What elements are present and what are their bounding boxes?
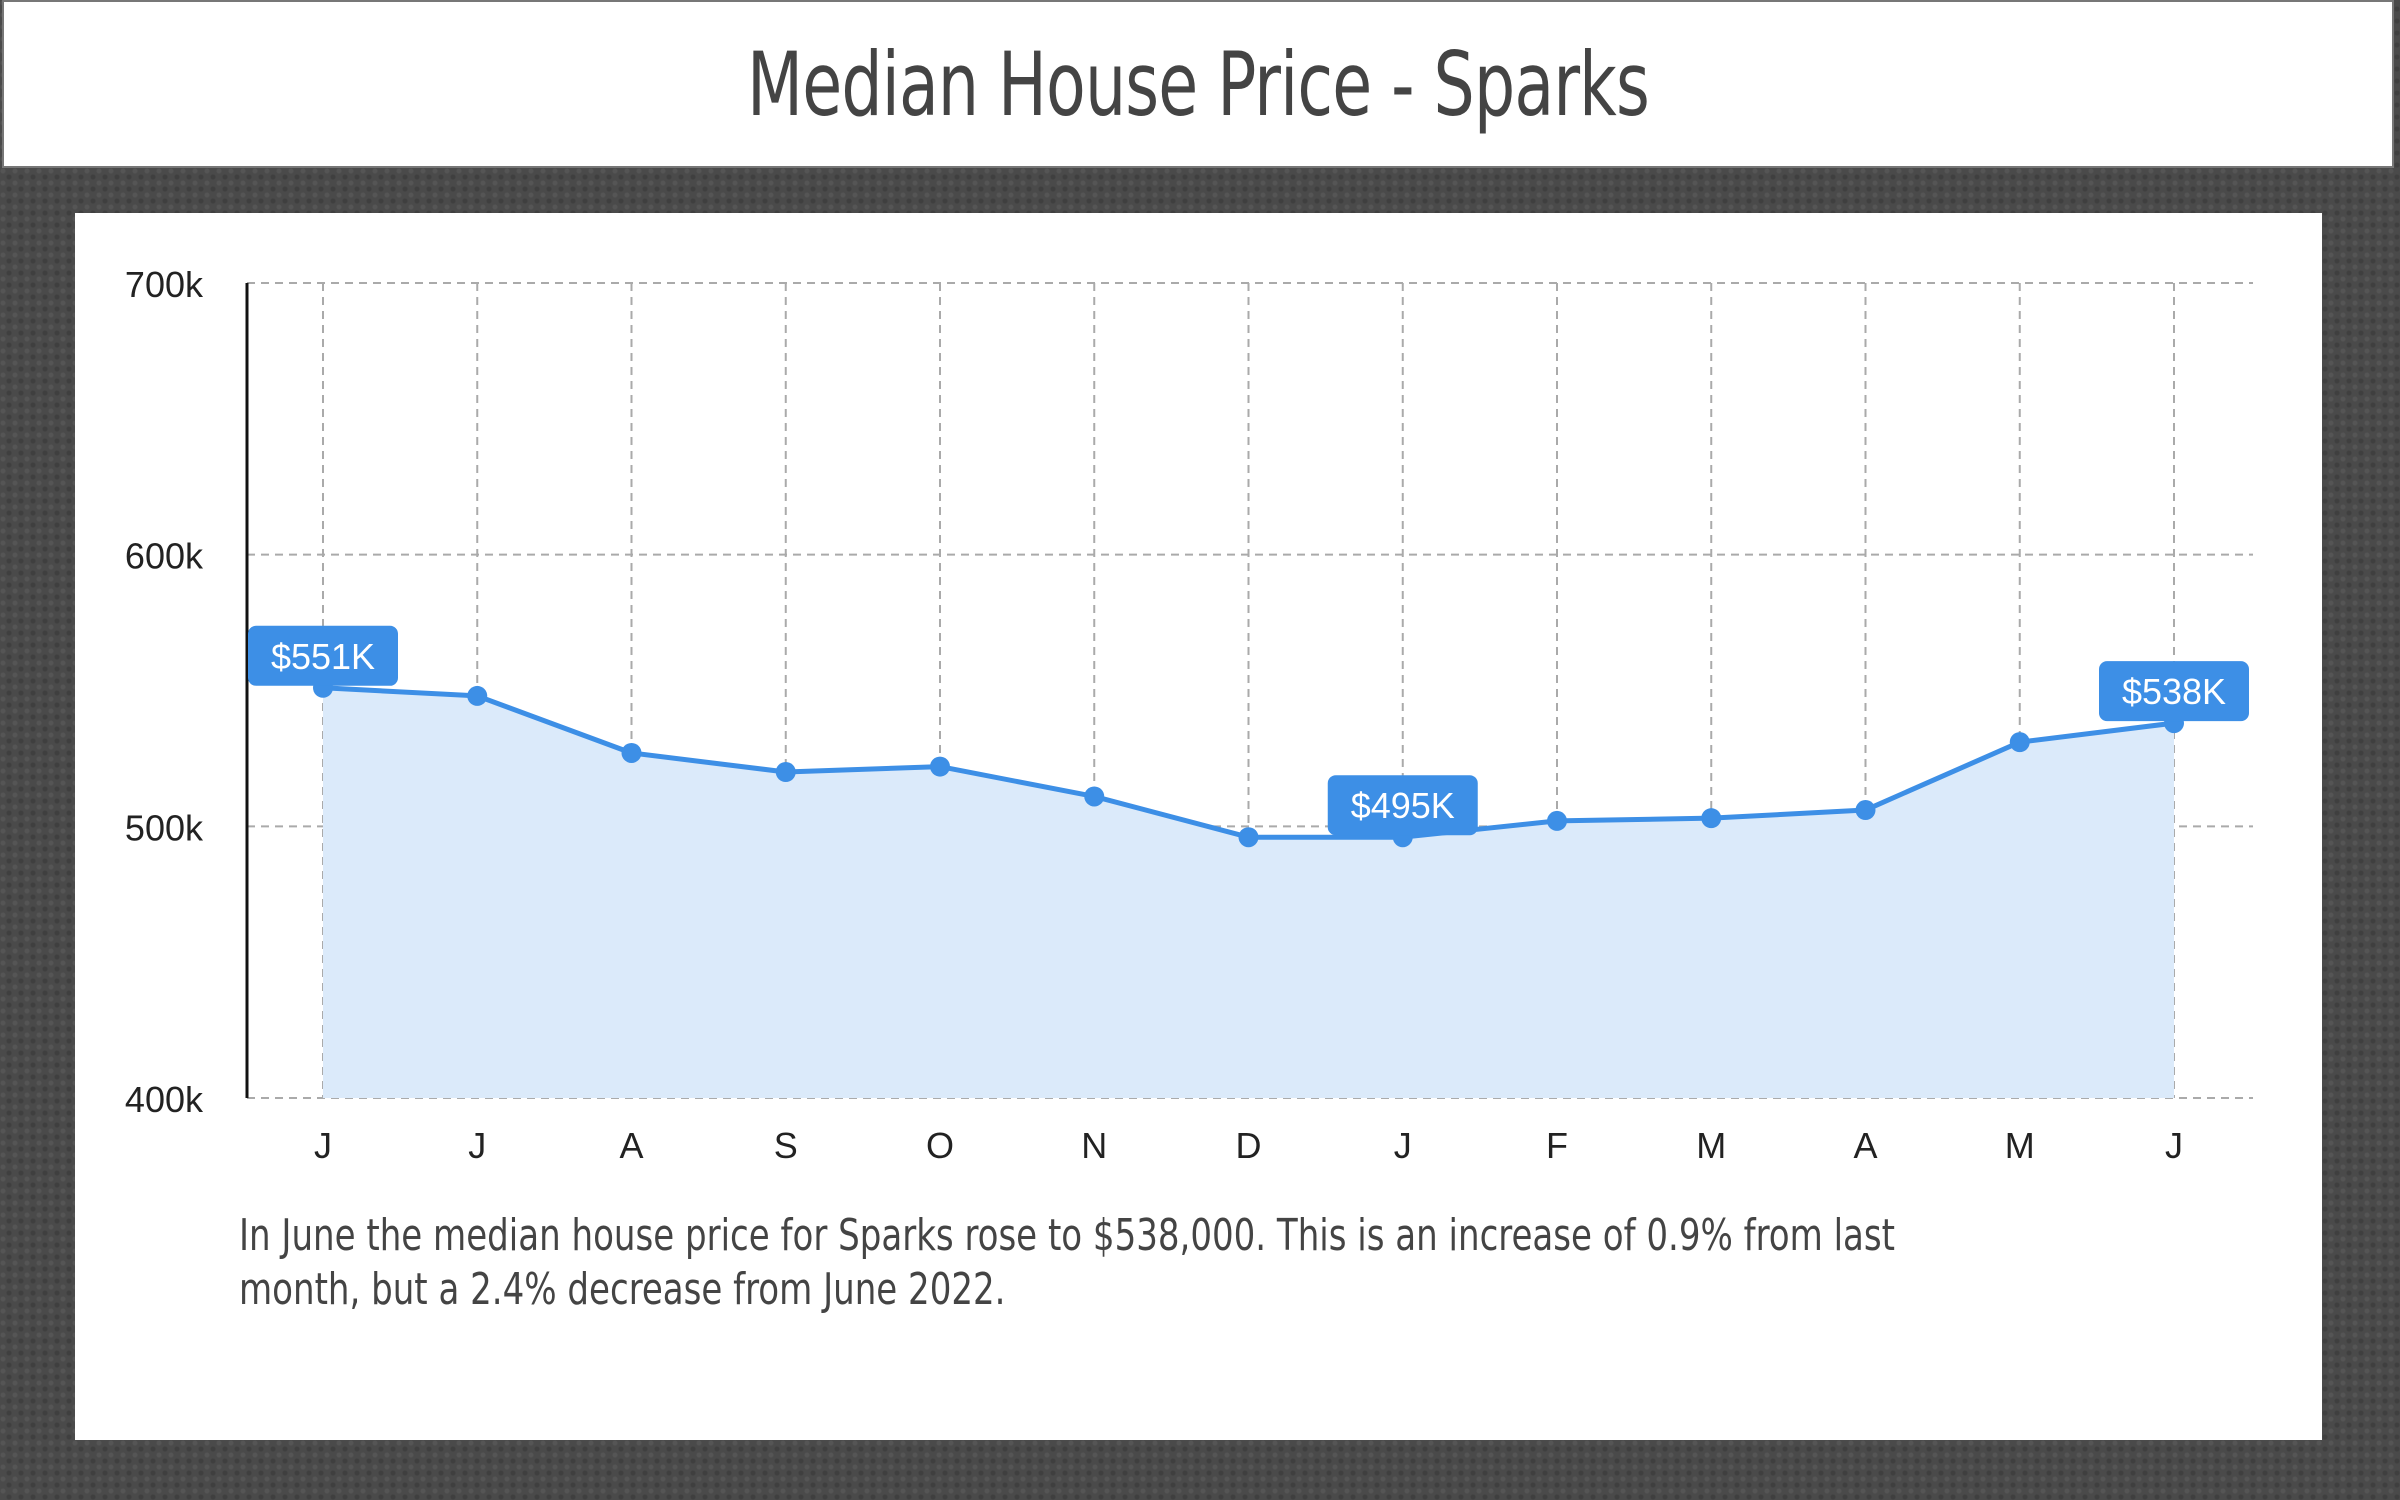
x-tick-label: F xyxy=(1546,1125,1568,1166)
summary-text: In June the median house price for Spark… xyxy=(239,1210,1895,1315)
data-point xyxy=(1084,786,1105,807)
x-tick-label: J xyxy=(314,1125,332,1166)
chart-title: Median House Price - Sparks xyxy=(747,32,1650,136)
x-tick-label: M xyxy=(2005,1125,2035,1166)
x-tick-label: J xyxy=(468,1125,486,1166)
x-tick-label: A xyxy=(1853,1125,1877,1166)
chart-card: 400k 500k 600k 700k J J A S O N D J F M A M J $551K $495K $… xyxy=(75,213,2322,1440)
y-tick-label: 400k xyxy=(125,1079,204,1120)
data-point xyxy=(1547,810,1567,831)
x-tick-label: M xyxy=(1696,1125,1726,1166)
x-tick-label: A xyxy=(619,1125,643,1166)
data-point xyxy=(1701,808,1722,829)
y-tick-label: 500k xyxy=(125,807,204,848)
data-label-text: $538K xyxy=(2122,671,2226,712)
y-tick-label: 600k xyxy=(125,536,204,577)
title-banner: Median House Price - Sparks xyxy=(2,0,2394,168)
x-tick-label: N xyxy=(1081,1125,1107,1166)
data-point xyxy=(2009,732,2030,753)
data-label-bg xyxy=(248,625,398,686)
x-tick-label: J xyxy=(1394,1125,1412,1166)
data-label-bg xyxy=(2099,661,2249,722)
data-label-bg xyxy=(1327,775,1478,836)
data-label: $495K xyxy=(1327,775,1478,836)
data-point xyxy=(1855,800,1876,821)
data-point xyxy=(621,742,642,763)
x-tick-label: O xyxy=(926,1125,954,1166)
data-label-text: $551K xyxy=(271,636,375,677)
data-point xyxy=(467,685,488,706)
data-point xyxy=(930,756,950,777)
x-tick-label: J xyxy=(2165,1125,2183,1166)
series-area xyxy=(323,687,2174,1098)
data-label-text: $495K xyxy=(1351,785,1455,826)
x-tick-label: D xyxy=(1236,1125,1262,1166)
x-tick-label: S xyxy=(774,1125,798,1166)
data-point xyxy=(775,762,796,782)
price-chart: 400k 500k 600k 700k J J A S O N D J F M A M J $551K $495K $… xyxy=(125,264,2253,1166)
data-label: $551K xyxy=(248,625,398,686)
data-label: $538K xyxy=(2099,661,2249,722)
y-tick-label: 700k xyxy=(125,264,204,305)
data-point xyxy=(1238,827,1259,848)
